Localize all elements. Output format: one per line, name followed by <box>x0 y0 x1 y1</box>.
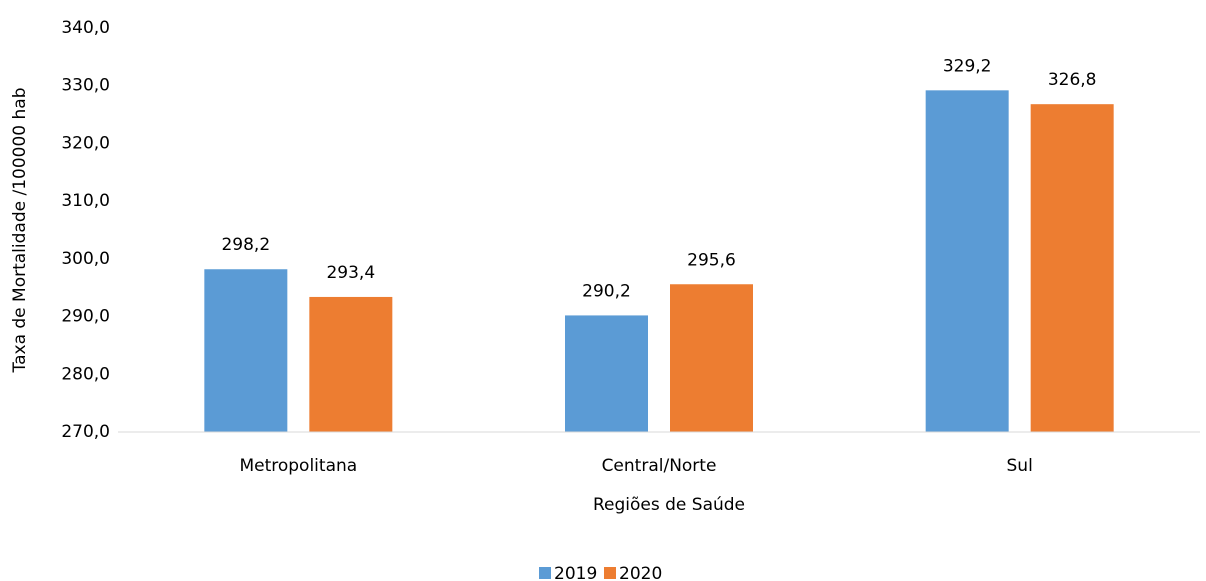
y-tick-label: 330,0 <box>61 76 110 96</box>
data-label: 290,2 <box>582 281 631 301</box>
y-axis-title: Taxa de Mortalidade /100000 hab <box>10 88 30 374</box>
x-tick-label: Metropolitana <box>239 456 357 476</box>
data-label: 329,2 <box>943 56 992 76</box>
y-tick-label: 320,0 <box>61 133 110 153</box>
bar <box>309 296 393 432</box>
bar <box>204 269 288 432</box>
legend-label: 2020 <box>619 564 662 581</box>
y-tick-label: 300,0 <box>61 249 110 269</box>
x-tick-label: Central/Norte <box>602 456 717 476</box>
data-label: 298,2 <box>221 235 270 255</box>
bar <box>565 315 648 432</box>
y-tick-label: 290,0 <box>61 307 110 327</box>
x-tick-label: Sul <box>1007 456 1033 476</box>
bar <box>670 284 753 432</box>
legend-swatch <box>604 567 616 579</box>
bar <box>925 90 1009 433</box>
y-tick-label: 270,0 <box>61 422 110 442</box>
x-axis-title: Regiões de Saúde <box>593 495 745 515</box>
y-tick-label: 310,0 <box>61 191 110 211</box>
y-tick-label: 280,0 <box>61 364 110 384</box>
data-label: 293,4 <box>326 263 375 283</box>
legend-swatch <box>539 567 551 579</box>
data-label: 295,6 <box>687 250 736 270</box>
data-label: 326,8 <box>1048 70 1097 90</box>
y-tick-label: 340,0 <box>61 18 110 38</box>
legend-label: 2019 <box>554 564 597 581</box>
bar <box>1030 104 1114 432</box>
